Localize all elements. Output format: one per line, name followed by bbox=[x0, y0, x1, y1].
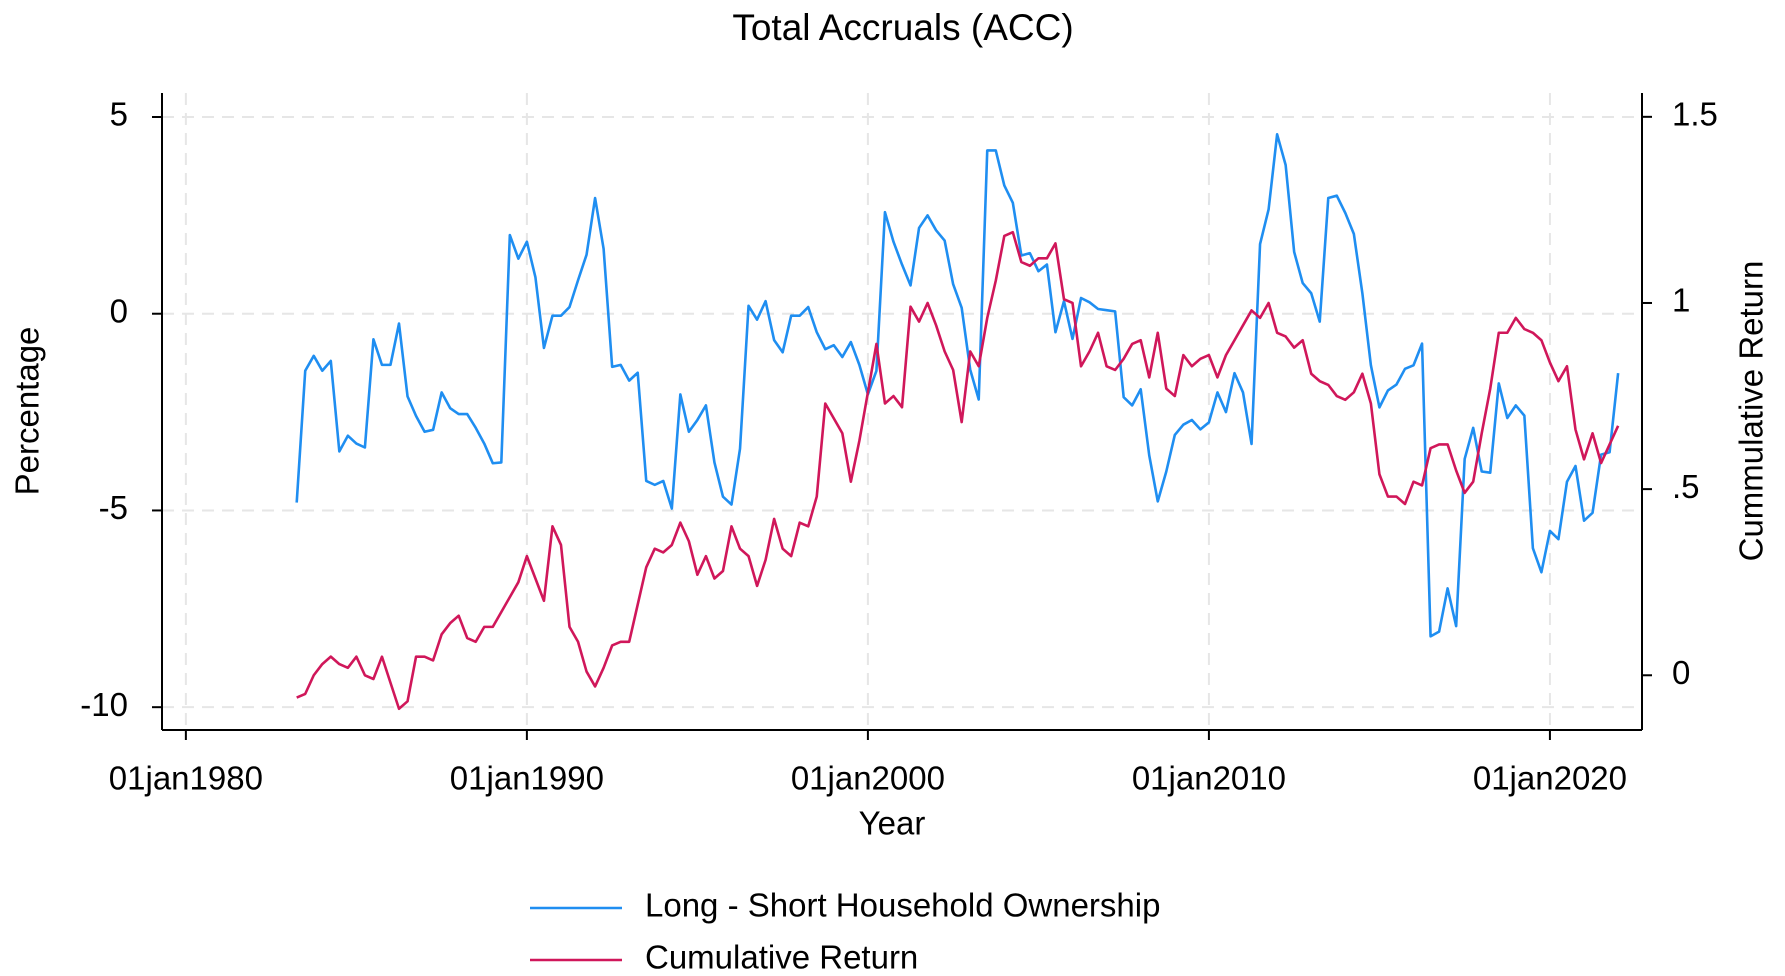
x-axis-label: Year bbox=[859, 805, 926, 842]
x-tick-label: 01jan1990 bbox=[450, 760, 604, 797]
data-line bbox=[295, 133, 1620, 638]
legend-label: Cumulative Return bbox=[645, 939, 918, 976]
y-tick-label: -10 bbox=[80, 686, 128, 723]
x-tick-label: 01jan2020 bbox=[1473, 760, 1627, 797]
y-axis-label: Percentage bbox=[9, 327, 46, 496]
x-tick-label: 01jan2010 bbox=[1132, 760, 1286, 797]
y2-axis-label: Cummulative Return bbox=[1733, 261, 1770, 562]
data-line bbox=[296, 230, 1620, 711]
y2-tick-label: .5 bbox=[1672, 468, 1700, 505]
legend-label: Long - Short Household Ownership bbox=[645, 887, 1160, 924]
x-tick-label: 01jan1980 bbox=[109, 760, 263, 797]
y2-tick-label: 1 bbox=[1672, 282, 1690, 319]
chart-title: Total Accruals (ACC) bbox=[732, 7, 1073, 48]
y2-tick-label: 1.5 bbox=[1672, 96, 1718, 133]
x-tick-label: 01jan2000 bbox=[791, 760, 945, 797]
y-tick-label: 0 bbox=[110, 292, 128, 329]
y2-tick-label: 0 bbox=[1672, 654, 1690, 691]
y-tick-label: -5 bbox=[99, 489, 128, 526]
y-tick-label: 5 bbox=[110, 96, 128, 133]
